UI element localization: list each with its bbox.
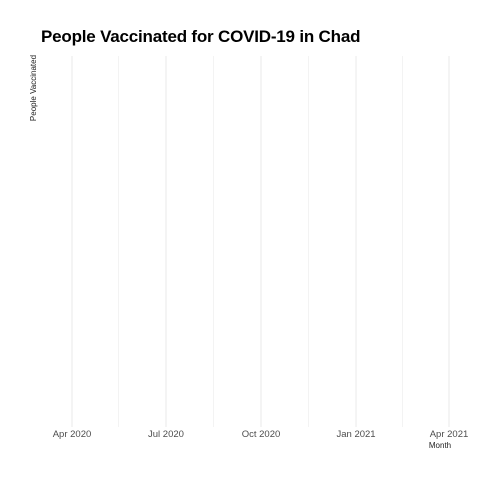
x-axis-tick-labels: Apr 2020 Jul 2020 Oct 2020 Jan 2021 Apr 2021 bbox=[53, 429, 469, 440]
major-gridlines bbox=[71, 56, 450, 427]
y-axis-title: People Vaccinated bbox=[29, 55, 38, 121]
x-tick-label-0: Apr 2020 bbox=[53, 429, 92, 440]
chart-title: People Vaccinated for COVID-19 in Chad bbox=[41, 27, 361, 46]
x-tick-label-2: Oct 2020 bbox=[242, 429, 281, 440]
x-tick-label-3: Jan 2021 bbox=[336, 429, 375, 440]
x-axis-title: Month bbox=[429, 441, 451, 450]
minor-gridlines bbox=[118, 56, 403, 427]
x-tick-label-1: Jul 2020 bbox=[148, 429, 184, 440]
x-tick-label-4: Apr 2021 bbox=[430, 429, 469, 440]
